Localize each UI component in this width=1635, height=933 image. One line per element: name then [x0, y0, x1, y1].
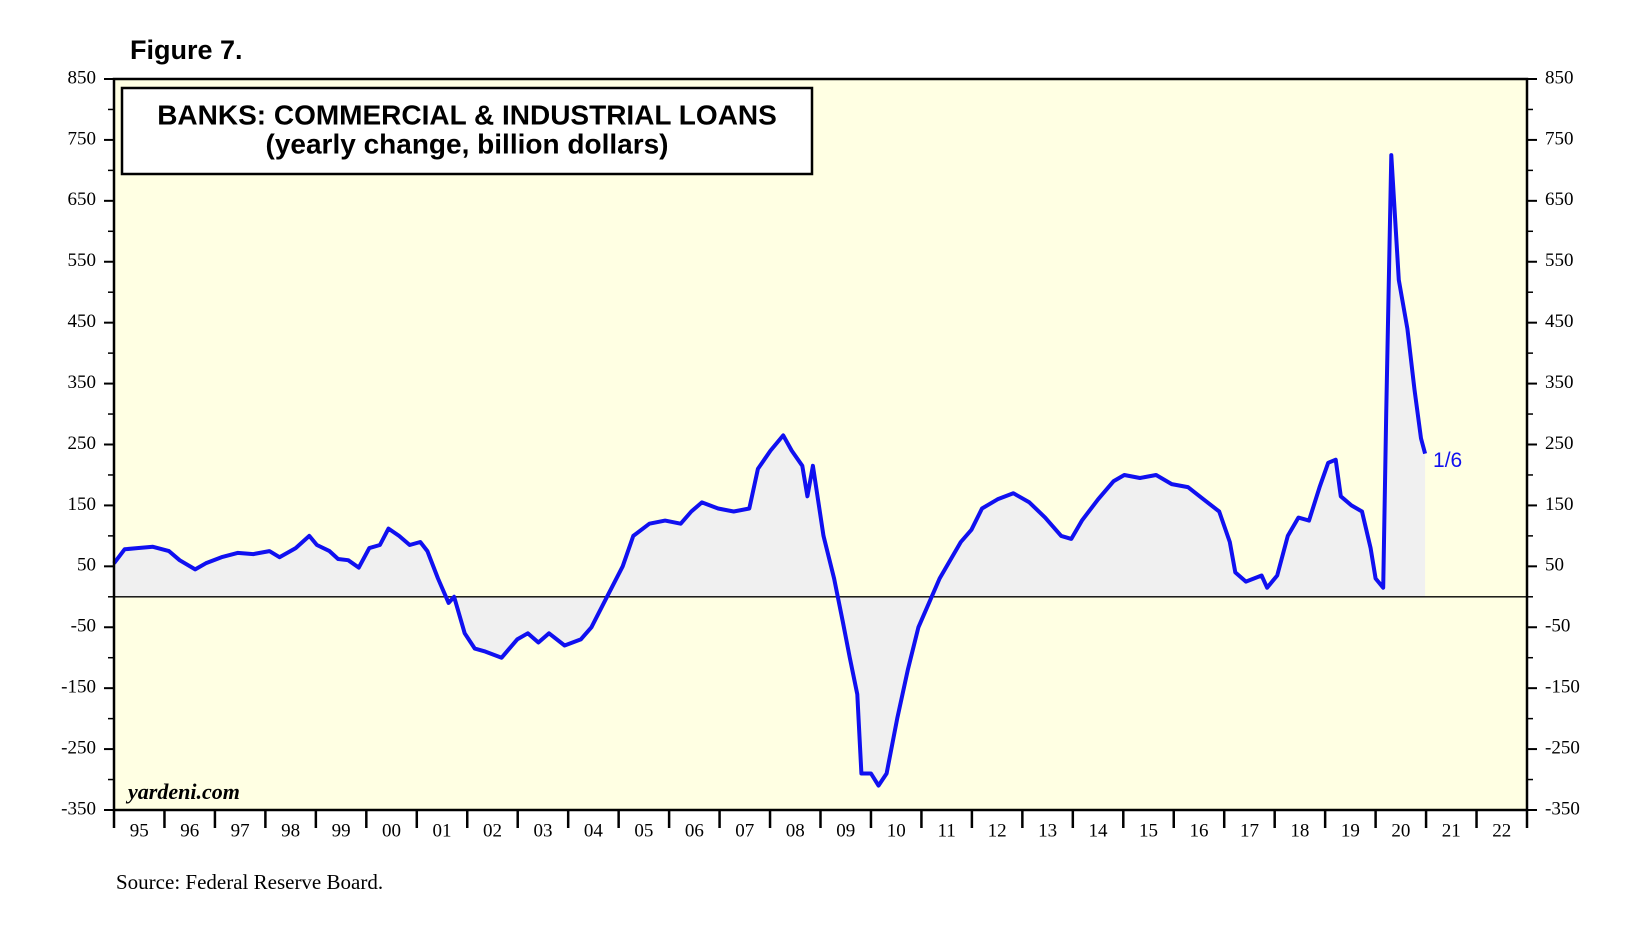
title-box	[120, 86, 814, 176]
x-tick-label: 06	[685, 820, 704, 841]
y-tick-label: 850	[68, 67, 97, 88]
y-tick-label: 750	[68, 128, 97, 149]
y2-tick-label: -150	[1545, 677, 1580, 698]
x-tick-label: 18	[1290, 820, 1309, 841]
y2-tick-label: 350	[1545, 372, 1574, 393]
x-tick-label: 12	[988, 820, 1007, 841]
x-tick-label: 14	[1089, 820, 1109, 841]
y2-tick-label: -350	[1545, 798, 1580, 819]
x-tick-label: 08	[786, 820, 805, 841]
source-note: Source: Federal Reserve Board.	[116, 870, 383, 894]
x-tick-label: 15	[1139, 820, 1158, 841]
x-tick-label: 99	[332, 820, 351, 841]
end-label: 1/6	[1433, 449, 1462, 472]
x-tick-label: 00	[382, 820, 401, 841]
y2-tick-label: 250	[1545, 433, 1574, 454]
y-tick-label: -250	[61, 737, 96, 758]
y-tick-label: 450	[68, 311, 97, 332]
y-tick-label: 650	[68, 189, 97, 210]
y-tick-label: 250	[68, 433, 97, 454]
y2-tick-label: 550	[1545, 250, 1574, 271]
x-tick-label: 96	[180, 820, 199, 841]
watermark: yardeni.com	[125, 779, 240, 804]
x-tick-label: 05	[634, 820, 653, 841]
plot-background	[114, 79, 1527, 810]
x-tick-label: 07	[735, 820, 754, 841]
x-tick-label: 17	[1240, 820, 1259, 841]
y-tick-label: -150	[61, 677, 96, 698]
y-tick-label: 150	[68, 494, 97, 515]
x-tick-label: 01	[433, 820, 452, 841]
x-tick-label: 97	[231, 820, 250, 841]
x-tick-label: 16	[1189, 820, 1208, 841]
series-line	[112, 153, 1428, 788]
y2-tick-label: -50	[1545, 616, 1570, 637]
x-tick-label: 11	[938, 820, 956, 841]
y-tick-label: 550	[68, 250, 97, 271]
x-tick-label: 10	[887, 820, 906, 841]
y2-tick-label: 450	[1545, 311, 1574, 332]
y-tick-label: 350	[68, 372, 97, 393]
y-tick-label: -50	[71, 616, 96, 637]
y-tick-label: -350	[61, 798, 96, 819]
x-tick-label: 20	[1391, 820, 1410, 841]
chart-title: BANKS: COMMERCIAL & INDUSTRIAL LOANS	[157, 99, 777, 130]
x-tick-label: 04	[584, 820, 604, 841]
x-tick-label: 22	[1492, 820, 1511, 841]
y-tick-label: 50	[77, 555, 96, 576]
figure-label: Figure 7.	[130, 35, 243, 65]
y2-tick-label: 750	[1545, 128, 1574, 149]
chart-subtitle: (yearly change, billion dollars)	[266, 128, 669, 159]
x-tick-label: 13	[1038, 820, 1057, 841]
x-tick-label: 09	[836, 820, 855, 841]
y2-tick-label: 150	[1545, 494, 1574, 515]
y2-tick-label: 850	[1545, 67, 1574, 88]
x-tick-label: 21	[1442, 820, 1461, 841]
x-tick-label: 02	[483, 820, 502, 841]
y2-tick-label: 650	[1545, 189, 1574, 210]
x-tick-label: 19	[1341, 820, 1360, 841]
y2-tick-label: 50	[1545, 555, 1564, 576]
area-fill	[114, 155, 1426, 786]
x-tick-label: 95	[130, 820, 149, 841]
y2-tick-label: -250	[1545, 737, 1580, 758]
x-tick-label: 98	[281, 820, 300, 841]
x-tick-label: 03	[533, 820, 552, 841]
